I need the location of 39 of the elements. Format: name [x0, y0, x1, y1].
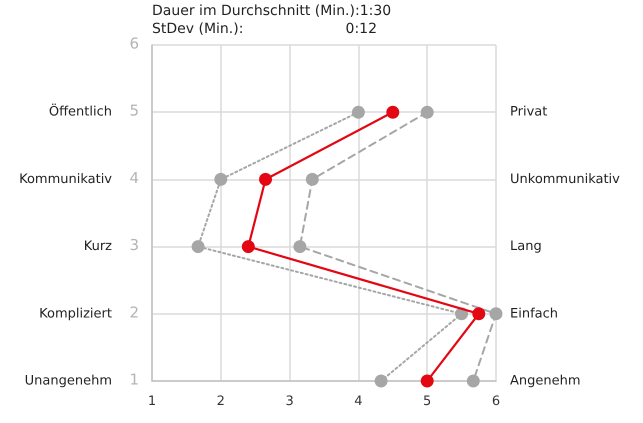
text: 2: [129, 303, 140, 322]
y2-tick-label: Lang: [510, 239, 542, 254]
text: 4: [129, 168, 140, 187]
point: [386, 106, 400, 119]
point: [214, 172, 228, 186]
y-tick-label: Kurz: [84, 239, 112, 254]
y-tick-label: Öffentlich: [48, 104, 112, 120]
x-tick-label: 6: [492, 394, 500, 409]
y2-tick-label: Privat: [510, 104, 548, 120]
text: Dauer im Durchschnitt (Min.):1:30: [152, 3, 392, 19]
y2-tick-label: Einfach: [510, 306, 558, 322]
text: 0:12: [346, 21, 378, 37]
point: [293, 240, 306, 254]
x-tick-label: 1: [148, 394, 156, 409]
point: [490, 307, 502, 320]
text: StDev (Min.):: [152, 21, 244, 37]
point: [420, 106, 434, 119]
x-tick-label: 4: [354, 394, 363, 409]
x-tick-label: 5: [423, 394, 432, 409]
text: 6: [129, 34, 140, 52]
x-tick-label: 3: [285, 394, 294, 409]
point: [352, 106, 365, 119]
point: [472, 307, 486, 320]
y2-tick-label: Angenehm: [510, 374, 581, 388]
y-tick-label: Kommunikativ: [19, 172, 112, 187]
point: [466, 374, 480, 388]
point: [259, 172, 272, 186]
point: [420, 374, 434, 388]
y2-tick-label: Unkommunikativ: [510, 172, 620, 187]
point: [374, 374, 388, 388]
point: [306, 172, 319, 186]
x-tick-label: 2: [216, 394, 225, 409]
text: 1: [129, 370, 140, 388]
y-tick-label: Unangenehm: [24, 374, 112, 388]
text: 3: [129, 236, 140, 254]
text: 5: [129, 102, 140, 120]
point: [242, 240, 255, 254]
y-tick-label: Kompliziert: [39, 306, 112, 322]
point: [192, 240, 205, 254]
